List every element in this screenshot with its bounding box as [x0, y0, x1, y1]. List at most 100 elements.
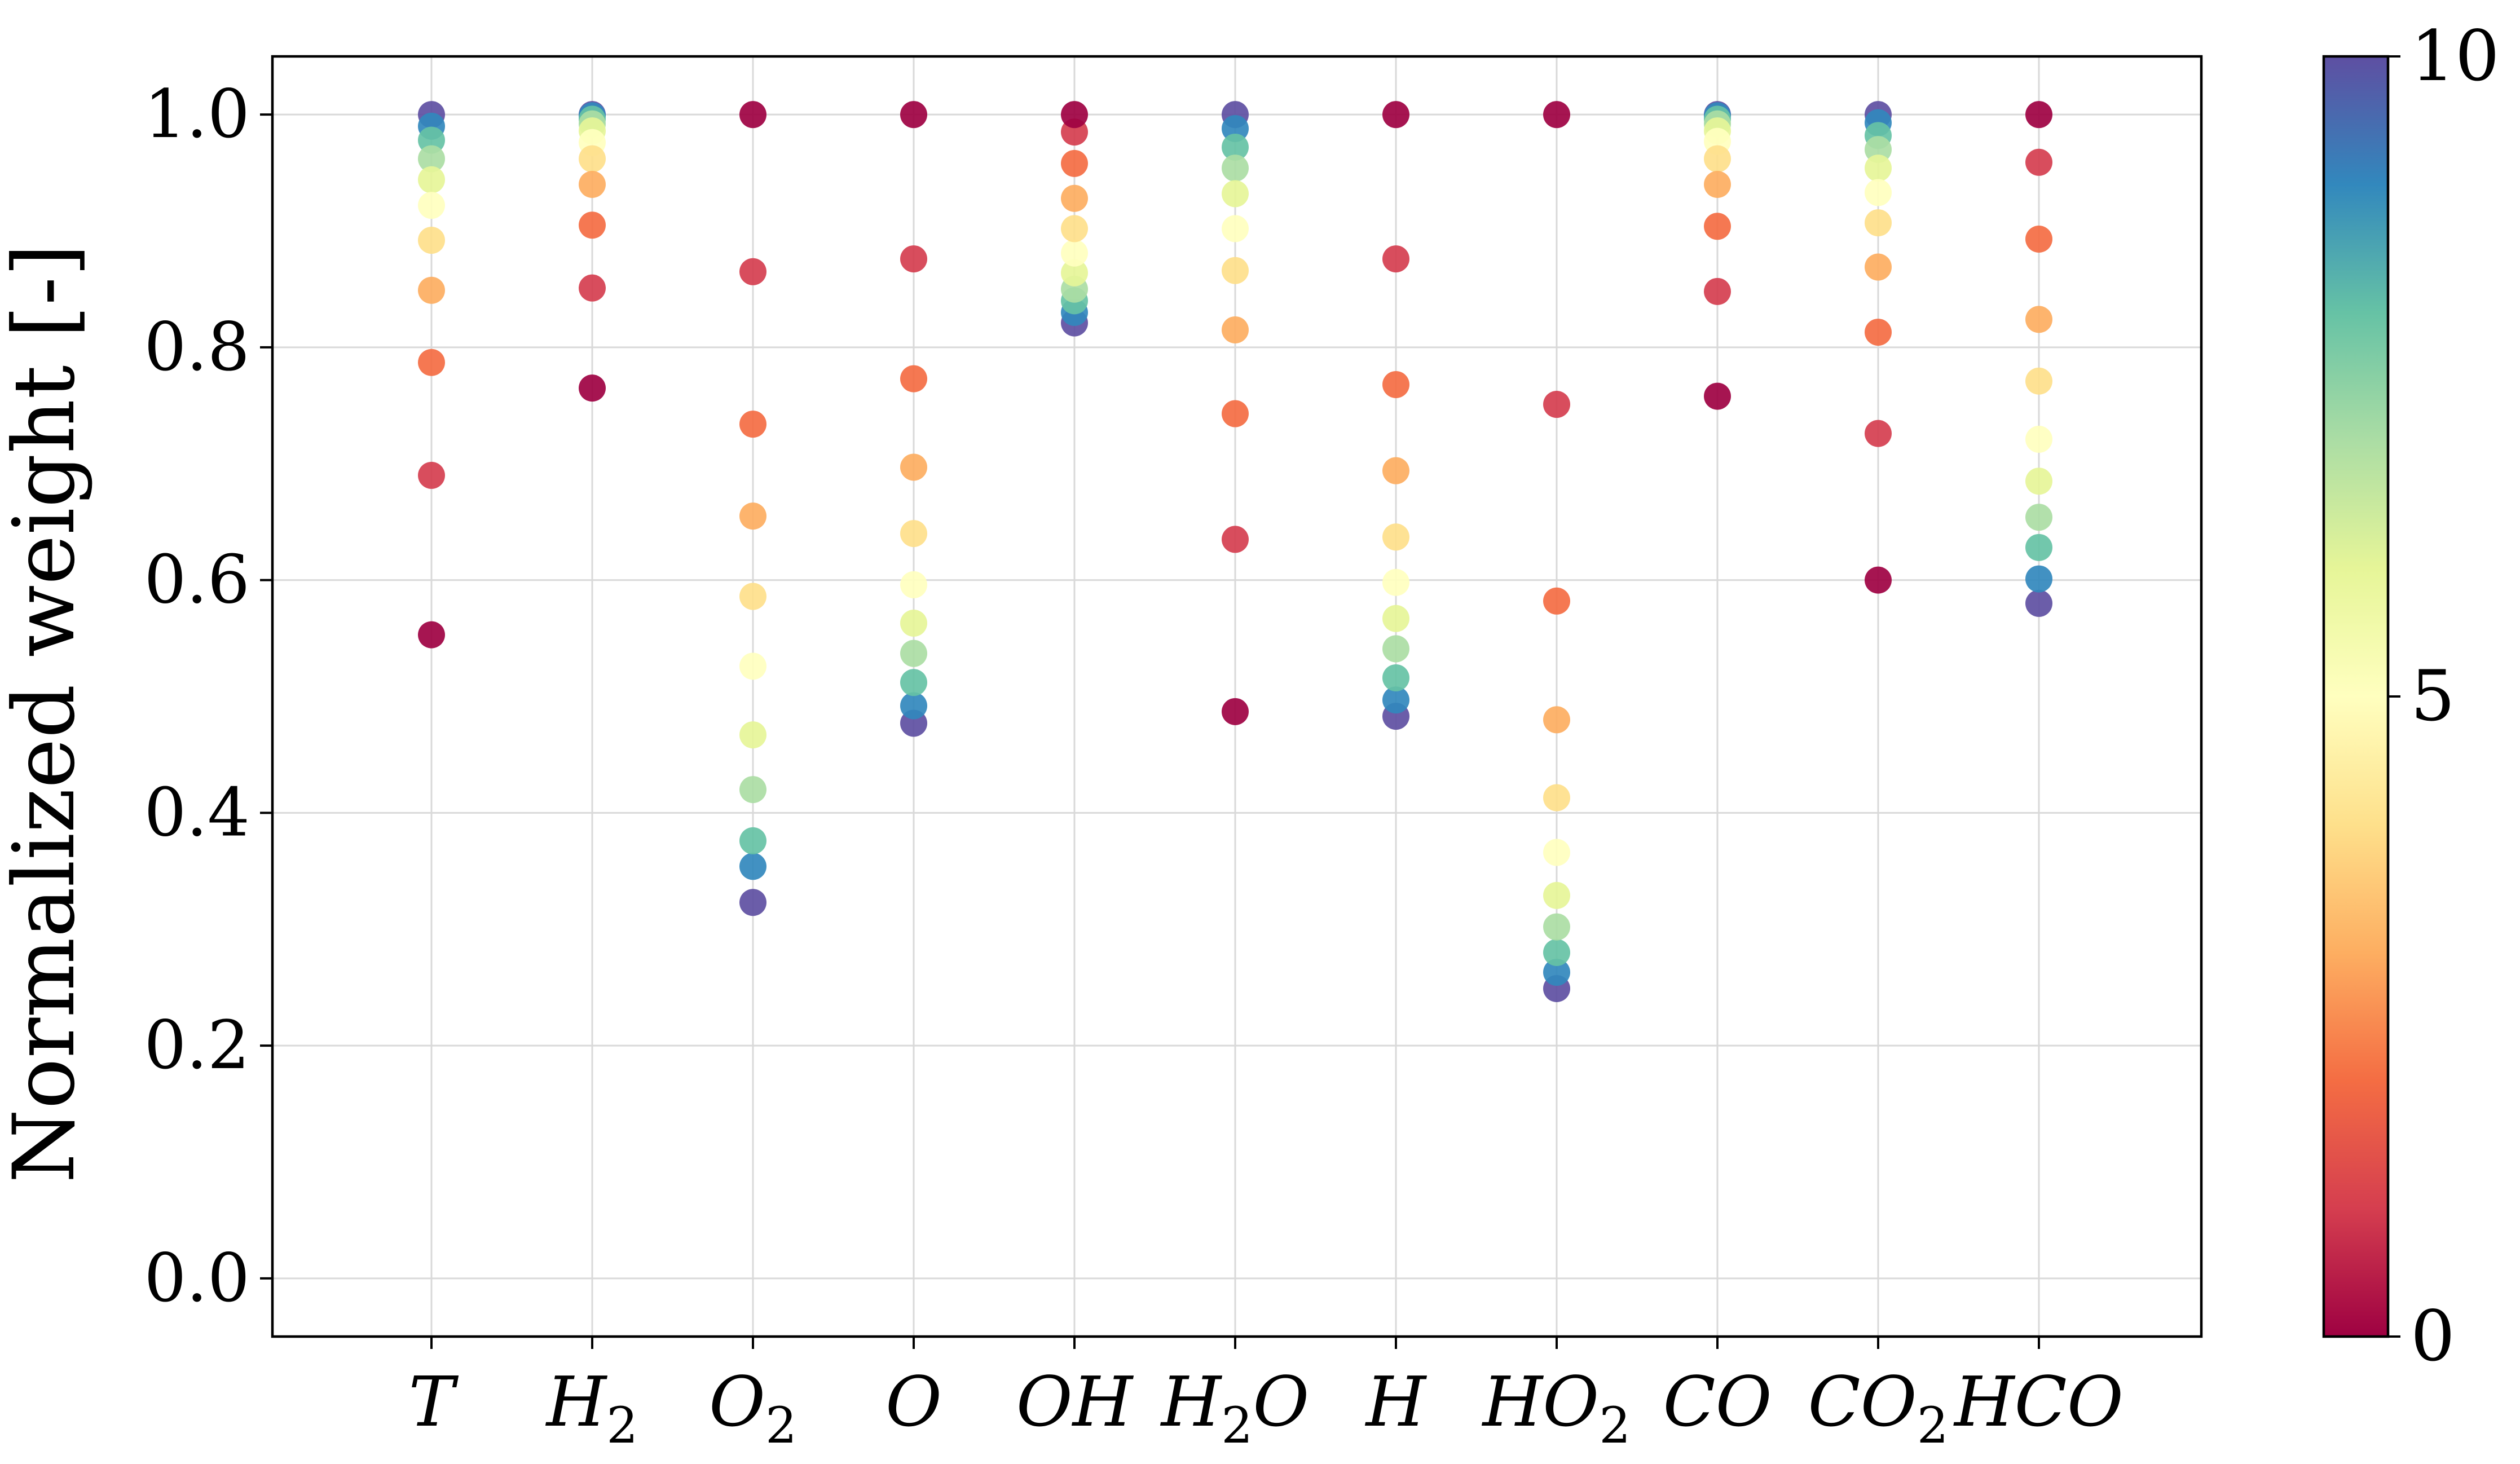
data-point — [1543, 959, 1570, 986]
data-point — [900, 245, 927, 273]
data-point — [2025, 468, 2052, 495]
data-point — [739, 411, 766, 438]
y-tick-label: 0.4 — [144, 773, 250, 851]
data-point — [418, 166, 445, 193]
data-point — [1543, 706, 1570, 734]
x-tick-label: O — [885, 1362, 942, 1442]
data-point — [1382, 245, 1409, 273]
data-point — [1382, 101, 1409, 129]
data-point — [1382, 686, 1409, 714]
data-point — [2025, 306, 2052, 333]
data-point — [418, 192, 445, 219]
data-point — [418, 276, 445, 304]
data-point — [739, 583, 766, 610]
data-point — [1061, 239, 1088, 267]
data-point — [1704, 171, 1731, 198]
data-point — [1865, 420, 1892, 447]
data-point — [739, 502, 766, 530]
y-tick-label: 0.2 — [144, 1006, 250, 1084]
data-point — [1543, 839, 1570, 866]
x-tick-label-main: T — [408, 1362, 459, 1442]
data-point — [1061, 259, 1088, 286]
y-tick-label: 0.0 — [144, 1239, 250, 1317]
data-point — [1061, 149, 1088, 177]
x-tick-label: T — [408, 1362, 459, 1442]
data-point — [1704, 213, 1731, 240]
data-point — [1222, 155, 1249, 182]
data-point — [2025, 101, 2052, 129]
data-point — [1222, 133, 1249, 161]
x-tick-label-tail: O — [1253, 1362, 1309, 1442]
data-point — [2025, 565, 2052, 593]
data-point — [2025, 533, 2052, 561]
data-point — [1865, 179, 1892, 206]
data-point — [1222, 400, 1249, 427]
y-tick-label: 0.6 — [144, 541, 250, 619]
data-point — [1222, 257, 1249, 284]
data-point — [900, 571, 927, 598]
data-point — [739, 721, 766, 749]
data-point — [1222, 316, 1249, 343]
data-point — [418, 461, 445, 489]
data-point — [900, 453, 927, 481]
y-tick-label: 0.8 — [144, 308, 250, 386]
data-point — [1061, 101, 1088, 129]
x-tick-label-subscript: 2 — [1917, 1396, 1949, 1454]
x-tick-label-subscript: 2 — [606, 1396, 638, 1454]
data-point — [1382, 605, 1409, 632]
data-point — [739, 101, 766, 129]
data-point — [418, 621, 445, 649]
x-tick-label: H2 — [545, 1362, 638, 1454]
data-point — [2025, 504, 2052, 531]
data-point — [900, 692, 927, 720]
data-point — [739, 776, 766, 804]
data-point — [900, 520, 927, 548]
x-tick-label: OH — [1016, 1362, 1134, 1442]
data-point — [1222, 180, 1249, 208]
x-tick-label-main: CO — [1808, 1362, 1917, 1442]
data-point — [739, 853, 766, 880]
x-tick-label: CO — [1663, 1362, 1772, 1442]
data-point — [1865, 155, 1892, 182]
data-point — [579, 374, 606, 402]
data-point — [1865, 566, 1892, 594]
data-point — [1382, 635, 1409, 663]
data-point — [579, 274, 606, 302]
data-point — [2025, 367, 2052, 395]
data-point — [1865, 319, 1892, 346]
data-point — [1704, 145, 1731, 173]
data-point — [1865, 253, 1892, 281]
data-points — [418, 101, 2052, 1002]
data-point — [1061, 215, 1088, 242]
data-point — [739, 827, 766, 854]
x-tick-label-main: O — [885, 1362, 942, 1442]
data-point — [1543, 913, 1570, 941]
x-tick-label-main: OH — [1016, 1362, 1134, 1442]
data-point — [1543, 939, 1570, 966]
y-axis: 0.0 0.2 0.4 0.6 0.8 1.0 — [144, 75, 272, 1317]
x-tick-label-main: CO — [1663, 1362, 1772, 1442]
y-tick-label: 1.0 — [144, 75, 250, 153]
x-tick-label-main: H — [1365, 1362, 1428, 1442]
data-point — [2025, 225, 2052, 253]
x-tick-label-main: H — [545, 1362, 608, 1442]
x-tick-label-main: O — [709, 1362, 765, 1442]
x-tick-label-main: HCO — [1953, 1362, 2124, 1442]
colorbar-tick-label: 5 — [2411, 656, 2455, 737]
data-point — [579, 145, 606, 173]
data-point — [900, 365, 927, 393]
data-point — [900, 669, 927, 696]
data-point — [1543, 587, 1570, 615]
data-point — [1382, 523, 1409, 551]
data-point — [739, 258, 766, 285]
x-tick-label: O2 — [709, 1362, 797, 1454]
data-point — [1222, 698, 1249, 725]
y-axis-label: Normalized weight [-] — [0, 244, 94, 1183]
x-tick-label: CO2 — [1808, 1362, 1948, 1454]
colorbar: 0 5 10 — [2322, 16, 2500, 1377]
data-point — [1382, 457, 1409, 484]
colorbar-tick-label: 10 — [2411, 16, 2500, 97]
data-point — [1382, 568, 1409, 596]
data-point — [2025, 589, 2052, 617]
x-tick-label: H — [1365, 1362, 1428, 1442]
